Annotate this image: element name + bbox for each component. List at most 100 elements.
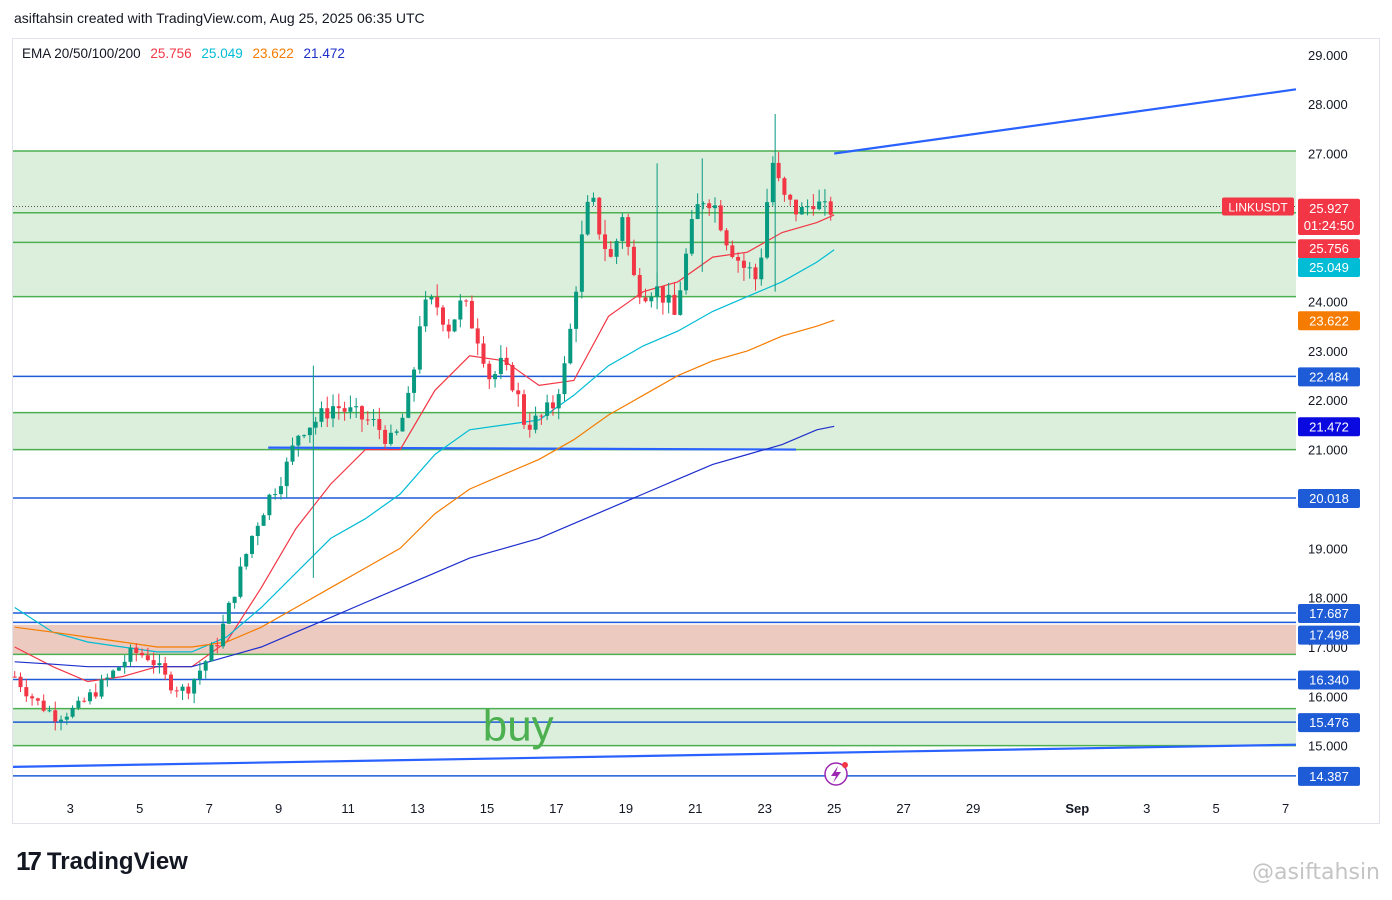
candle-body bbox=[429, 296, 434, 300]
price-axis-label bbox=[1298, 367, 1360, 387]
candle-body bbox=[585, 201, 590, 235]
candle-body bbox=[99, 679, 104, 697]
price-axis-label-text: 21.472 bbox=[1309, 419, 1349, 434]
price-axis-label bbox=[1298, 417, 1360, 437]
trendline-2 bbox=[268, 446, 796, 451]
candle-body bbox=[469, 300, 474, 329]
candle-body bbox=[718, 205, 723, 231]
candle-body bbox=[76, 700, 81, 708]
trendline-1 bbox=[12, 743, 1297, 768]
candle-body bbox=[666, 294, 671, 303]
candle-body bbox=[498, 357, 503, 375]
candle-body bbox=[302, 435, 307, 437]
ema-legend[interactable]: EMA 20/50/100/200 25.756 25.049 23.622 2… bbox=[22, 46, 351, 61]
candle-body bbox=[59, 719, 64, 722]
x-tick-label: 5 bbox=[136, 801, 143, 816]
candle-body bbox=[649, 296, 654, 302]
x-tick-label: 7 bbox=[1282, 801, 1289, 816]
candle-body bbox=[365, 419, 370, 421]
price-axis-label bbox=[1298, 604, 1360, 624]
candle-body bbox=[371, 419, 376, 421]
candle-body bbox=[105, 677, 110, 680]
candle-body bbox=[267, 494, 272, 516]
candle-body bbox=[388, 432, 393, 444]
candle-body bbox=[145, 655, 150, 661]
candle-body bbox=[70, 707, 75, 717]
tradingview-logo[interactable]: 17 TradingView bbox=[16, 846, 188, 877]
candle-body bbox=[157, 663, 162, 666]
candle-body bbox=[197, 670, 202, 680]
candle-body bbox=[788, 194, 793, 200]
candle-body bbox=[481, 343, 486, 364]
candle-body bbox=[805, 206, 810, 208]
candle-body bbox=[440, 307, 445, 325]
price-axis-label bbox=[1298, 625, 1360, 645]
candle-body bbox=[579, 234, 584, 292]
price-axis-label-text: 16.340 bbox=[1309, 673, 1349, 688]
candle-body bbox=[597, 197, 602, 235]
x-tick-label: 29 bbox=[966, 801, 980, 816]
candle-body bbox=[151, 660, 156, 666]
candle-body bbox=[226, 602, 231, 624]
candle-body bbox=[620, 217, 625, 241]
ema-legend-label: EMA 20/50/100/200 bbox=[22, 46, 141, 61]
candle-body bbox=[221, 623, 226, 647]
x-tick-label: 7 bbox=[206, 801, 213, 816]
candle-body bbox=[128, 647, 133, 662]
zone-rect-1 bbox=[13, 242, 1296, 297]
zone-rect-0 bbox=[13, 151, 1296, 243]
symbol-tag-label: LINKUSDT bbox=[1228, 200, 1288, 214]
candle-body bbox=[672, 294, 677, 315]
candle-body bbox=[493, 374, 498, 380]
candle-body bbox=[64, 716, 69, 720]
y-tick-label: 15.000 bbox=[1308, 739, 1348, 754]
ema20-value: 25.756 bbox=[150, 46, 192, 61]
candle-body bbox=[614, 240, 619, 257]
y-tick-label: 29.000 bbox=[1308, 48, 1348, 63]
chart-frame bbox=[12, 38, 1380, 824]
y-tick-label: 18.000 bbox=[1308, 591, 1348, 606]
candle-body bbox=[689, 219, 694, 254]
y-tick-label: 27.000 bbox=[1308, 146, 1348, 161]
candle-body bbox=[736, 256, 741, 261]
price-axis-label-text: 25.756 bbox=[1309, 241, 1349, 256]
candle-body bbox=[504, 357, 509, 365]
candle-body bbox=[516, 390, 521, 395]
tradingview-brand: TradingView bbox=[46, 847, 188, 875]
candle-body bbox=[574, 291, 579, 329]
candle-body bbox=[446, 324, 451, 332]
candle-body bbox=[238, 566, 243, 597]
x-tick-label: 15 bbox=[480, 801, 494, 816]
candle-body bbox=[24, 687, 29, 697]
x-tick-label: 11 bbox=[341, 801, 355, 816]
candle-body bbox=[631, 246, 636, 276]
candle-body bbox=[712, 205, 717, 209]
candle-body bbox=[608, 249, 613, 257]
price-axis-label bbox=[1298, 489, 1360, 509]
zone-rect-3 bbox=[13, 624, 1296, 655]
candle-body bbox=[307, 427, 312, 436]
candle-body bbox=[701, 203, 706, 205]
ema50-value: 25.049 bbox=[201, 46, 243, 61]
price-axis-label-text: 15.476 bbox=[1309, 715, 1349, 730]
candle-body bbox=[811, 206, 816, 210]
zone-rect-2 bbox=[13, 412, 1296, 450]
x-tick-label: 3 bbox=[1143, 801, 1150, 816]
candle-body bbox=[296, 435, 301, 446]
candle-body bbox=[203, 661, 208, 671]
candle-body bbox=[591, 197, 596, 202]
candle-body bbox=[319, 408, 324, 422]
candle-body bbox=[643, 297, 648, 302]
x-tick-label: 5 bbox=[1213, 801, 1220, 816]
candle-body bbox=[82, 700, 87, 702]
candle-body bbox=[174, 690, 179, 692]
candle-body bbox=[730, 245, 735, 257]
candle-body bbox=[435, 296, 440, 308]
price-axis-label-text: 01:24:50 bbox=[1304, 218, 1355, 233]
candle-body bbox=[603, 234, 608, 250]
buy-annotation: buy bbox=[483, 702, 554, 751]
y-tick-label: 24.000 bbox=[1308, 295, 1348, 310]
candle-body bbox=[452, 319, 457, 332]
symbol-tag bbox=[1222, 197, 1294, 216]
